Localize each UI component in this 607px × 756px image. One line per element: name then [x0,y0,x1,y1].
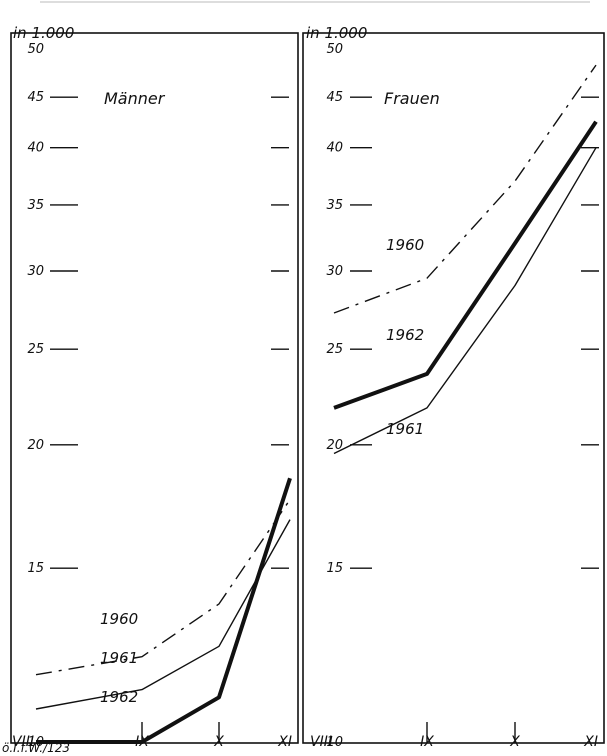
series-line-frauen-1961 [333,147,597,455]
y-tick-label-maenner-45: 45 [27,90,44,105]
y-tick-label-frauen-50: 50 [326,42,343,57]
x-tick-label-frauen-XI: XI [583,734,598,750]
y-tick-label-frauen-35: 35 [326,198,343,213]
series-label-frauen-1960: 1960 [386,236,424,254]
series-line-frauen-1960 [333,64,597,314]
series-line-maenner-1962 [36,477,292,744]
series-label-frauen-1961: 1961 [386,420,424,438]
y-tick-label-frauen-40: 40 [326,141,343,156]
y-tick-label-maenner-50: 50 [27,42,44,57]
y-tick-label-maenner-40: 40 [27,141,44,156]
series-label-maenner-1962: 1962 [100,688,138,706]
series-line-frauen-1962 [333,120,598,410]
y-tick-label-maenner-10: 10 [27,735,44,750]
series-line-maenner-1961 [35,519,291,710]
y-tick-label-frauen-25: 25 [326,342,343,357]
y-tick-label-frauen-10: 10 [326,735,343,750]
x-tick-label-frauen-IX: IX [420,734,434,750]
panel-title-maenner: Männer [104,89,166,108]
panel-frauen: 10 15 20 25 30 35 40 45 50 VIII IX X XI 1960 1962 1961 [310,42,599,750]
series-label-maenner-1961: 1961 [100,649,138,667]
panel-title-frauen: Frauen [384,89,440,108]
y-tick-label-frauen-45: 45 [326,90,343,105]
panel-frame-maenner [10,32,299,744]
y-tick-label-maenner-15: 15 [27,561,44,576]
panel-frame-frauen [302,32,605,744]
y-tick-label-frauen-30: 30 [326,264,343,279]
y-tick-label-frauen-20: 20 [326,438,343,453]
y-tick-label-maenner-35: 35 [27,198,44,213]
x-tick-label-maenner-X: X [213,734,224,750]
unit-label-frauen: in 1.000 [306,24,367,42]
x-tick-label-frauen-X: X [509,734,520,750]
y-tick-label-maenner-20: 20 [27,438,44,453]
x-tick-label-frauen-VIII: VIII [310,734,332,750]
x-tick-label-maenner-XI: XI [277,734,292,750]
y-tick-label-frauen-15: 15 [326,561,343,576]
y-tick-label-maenner-30: 30 [27,264,44,279]
unit-label-maenner: in 1.000 [13,24,74,42]
series-label-frauen-1962: 1962 [386,326,424,344]
series-label-maenner-1960: 1960 [100,610,138,628]
footer-code: ö.I.f.W./123 [2,741,70,755]
x-tick-label-maenner-VIII: VIII [12,734,34,750]
y-tick-label-maenner-25: 25 [27,342,44,357]
